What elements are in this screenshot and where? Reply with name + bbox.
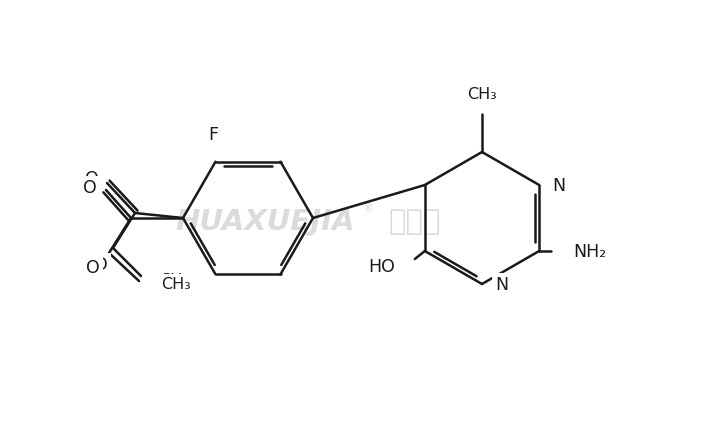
Text: CH₃: CH₃ (161, 276, 191, 292)
Text: O: O (86, 259, 100, 277)
Text: N: N (495, 276, 508, 294)
Text: O: O (85, 170, 99, 188)
Text: F: F (211, 126, 220, 144)
Text: ®: ® (363, 203, 373, 213)
Text: N: N (552, 177, 565, 195)
Text: CH₃: CH₃ (467, 87, 497, 102)
Text: NH₂: NH₂ (573, 243, 606, 261)
Text: CH₃: CH₃ (159, 272, 188, 287)
Text: O: O (83, 179, 97, 197)
Text: O: O (94, 256, 108, 274)
Text: F: F (209, 126, 219, 144)
Text: HUAXUEJIA: HUAXUEJIA (175, 208, 355, 236)
Text: 化学加: 化学加 (389, 208, 441, 236)
Text: HO: HO (368, 258, 395, 276)
